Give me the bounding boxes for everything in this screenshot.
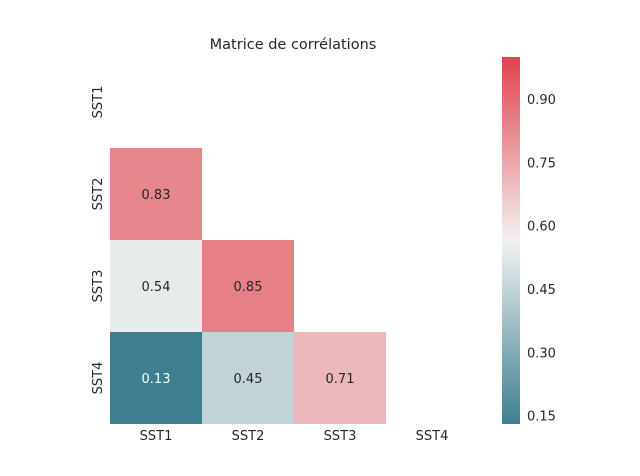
chart-title: Matrice de corrélations xyxy=(210,37,377,53)
column-label: SST2 xyxy=(232,429,265,444)
cell-value-label: 0.83 xyxy=(142,188,171,203)
cell-value-label: 0.54 xyxy=(142,280,171,295)
heatmap-cells: 0.83 0.54 0.85 0.13 0.45 0.71 xyxy=(110,148,386,424)
colorbar-tick-label: 0.75 xyxy=(527,156,556,171)
heatmap-cell xyxy=(110,332,202,424)
row-label: SST4 xyxy=(91,362,106,395)
colorbar-gradient xyxy=(502,57,520,424)
heatmap-cell xyxy=(110,148,202,240)
column-label: SST1 xyxy=(140,429,173,444)
column-label: SST3 xyxy=(324,429,357,444)
row-label: SST1 xyxy=(91,86,106,119)
heatmap-cell xyxy=(202,332,294,424)
row-label: SST2 xyxy=(91,178,106,211)
colorbar-tick-label: 0.60 xyxy=(527,220,556,235)
row-tick-labels: SST1 SST2 SST3 SST4 xyxy=(91,86,106,395)
row-label: SST3 xyxy=(91,270,106,303)
cell-value-label: 0.71 xyxy=(326,372,355,387)
cell-value-label: 0.85 xyxy=(234,280,263,295)
heatmap-cell xyxy=(294,332,386,424)
heatmap-cell xyxy=(202,240,294,332)
colorbar-tick-label: 0.15 xyxy=(527,410,556,425)
colorbar: 0.15 0.30 0.45 0.60 0.75 0.90 xyxy=(502,57,556,425)
colorbar-tick-label: 0.90 xyxy=(527,93,556,108)
colorbar-tick-label: 0.30 xyxy=(527,346,556,361)
cell-value-label: 0.45 xyxy=(234,372,263,387)
colorbar-tick-label: 0.45 xyxy=(527,283,556,298)
heatmap-cell xyxy=(110,240,202,332)
column-label: SST4 xyxy=(416,429,449,444)
cell-value-label: 0.13 xyxy=(142,372,171,387)
column-tick-labels: SST1 SST2 SST3 SST4 xyxy=(140,429,449,444)
